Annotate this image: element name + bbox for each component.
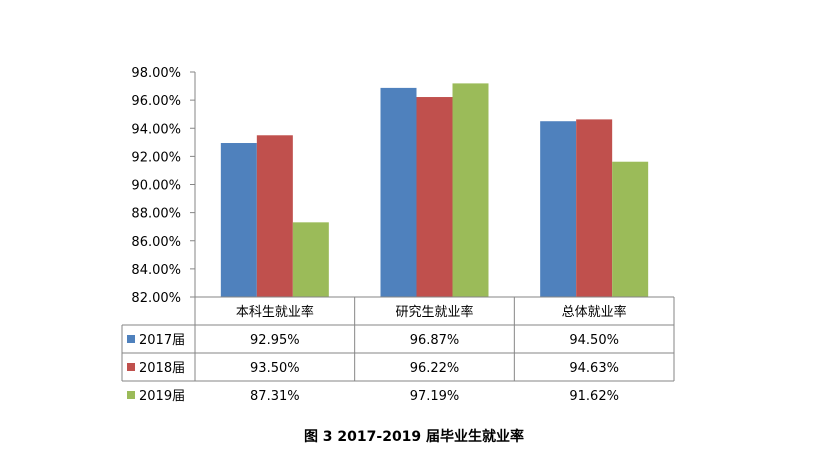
bars xyxy=(220,83,649,297)
data-label: 94.50% xyxy=(569,333,619,348)
y-tick-label: 94.00% xyxy=(131,122,181,137)
bar-3-3 xyxy=(612,161,649,297)
bar-1-1 xyxy=(220,143,257,297)
data-label: 93.50% xyxy=(250,361,300,376)
category-label: 本科生就业率 xyxy=(236,304,314,320)
y-tick-label: 86.00% xyxy=(131,235,181,250)
y-axis: 82.00% 84.00% 86.00% 88.00% 90.00% 92.00% 94.0… xyxy=(131,66,196,306)
y-tick-label: 92.00% xyxy=(131,150,181,165)
data-label: 94.63% xyxy=(569,361,619,376)
y-tick-label: 88.00% xyxy=(131,207,181,222)
legend-label: 2019届 xyxy=(139,389,185,404)
bar-2-3 xyxy=(576,119,613,297)
data-label: 92.95% xyxy=(250,333,300,348)
y-tick-label: 98.00% xyxy=(131,66,181,81)
y-tick-label: 96.00% xyxy=(131,94,181,109)
legend-key xyxy=(127,391,135,399)
category-label: 研究生就业率 xyxy=(395,304,473,320)
legend-label: 2017届 xyxy=(139,333,185,348)
y-tick-label: 82.00% xyxy=(131,291,181,306)
bar-3-2 xyxy=(452,83,489,297)
figure-caption: 图 3 2017-2019 届毕业生就业率 xyxy=(304,428,524,445)
data-label: 96.87% xyxy=(410,333,460,348)
category-label: 总体就业率 xyxy=(562,304,627,320)
legend-key xyxy=(127,335,135,343)
bar-2-2 xyxy=(416,97,453,297)
legend-label: 2018届 xyxy=(139,361,185,376)
data-label: 97.19% xyxy=(410,389,460,404)
legend-key xyxy=(127,363,135,371)
data-table: 本科生就业率 研究生就业率 总体就业率 2017届 92.95% 96.87% 94.50%… xyxy=(121,296,675,404)
bar-2-1 xyxy=(256,135,293,297)
data-label: 87.31% xyxy=(250,389,300,404)
bar-3-1 xyxy=(292,222,329,297)
y-tick-label: 84.00% xyxy=(131,263,181,278)
bar-1-2 xyxy=(380,87,417,297)
bar-1-3 xyxy=(540,121,577,297)
data-label: 96.22% xyxy=(410,361,460,376)
data-label: 91.62% xyxy=(569,389,619,404)
y-tick-label: 90.00% xyxy=(131,179,181,194)
